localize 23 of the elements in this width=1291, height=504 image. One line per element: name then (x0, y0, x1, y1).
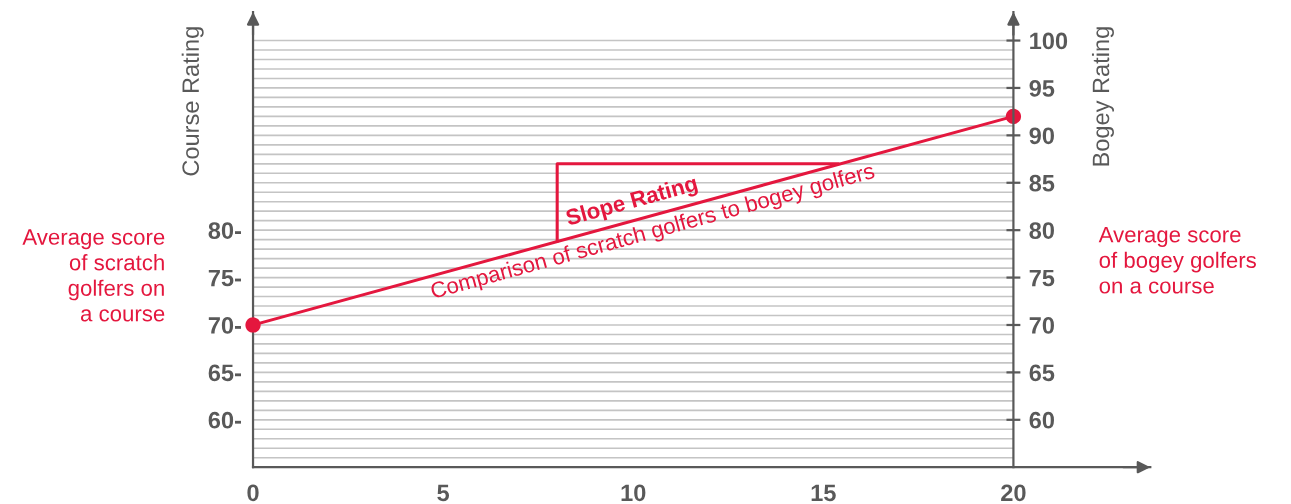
text: Average score of scratch golfers on a course (22, 229, 165, 322)
y2-tick-label: 85 (1029, 174, 1055, 192)
x-tick-label: 0 (247, 484, 259, 502)
x-tick-label: 5 (437, 484, 450, 502)
y2-tick-label: 80 (1029, 222, 1054, 239)
y2-tick-label: 65 (1029, 364, 1055, 382)
x-tick-label: 10 (621, 484, 646, 502)
y-tick-label: 80- (208, 222, 241, 239)
x-tick-label: 15 (811, 484, 836, 502)
y2-tick-label: 100 (1030, 32, 1068, 50)
y2-axis-title: Bogey Rating (1091, 27, 1114, 166)
y2-tick-label: 60 (1029, 411, 1054, 429)
y-tick-label: 65- (208, 364, 241, 382)
y-tick-label: 75- (208, 269, 241, 287)
x-tick-label: 20 (1001, 484, 1026, 502)
y2-tick-label: 70 (1029, 317, 1054, 334)
y-tick-label: 70- (208, 317, 241, 334)
y-axis-title: Course Rating (181, 27, 204, 176)
annotation: Average score of bogey golfers on a course (1098, 226, 1256, 294)
y2-tick-label: 95 (1029, 80, 1055, 97)
y2-tick-label: 75 (1029, 269, 1055, 287)
y-tick-label: 60- (208, 411, 241, 429)
y2-tick-label: 90 (1029, 127, 1054, 145)
